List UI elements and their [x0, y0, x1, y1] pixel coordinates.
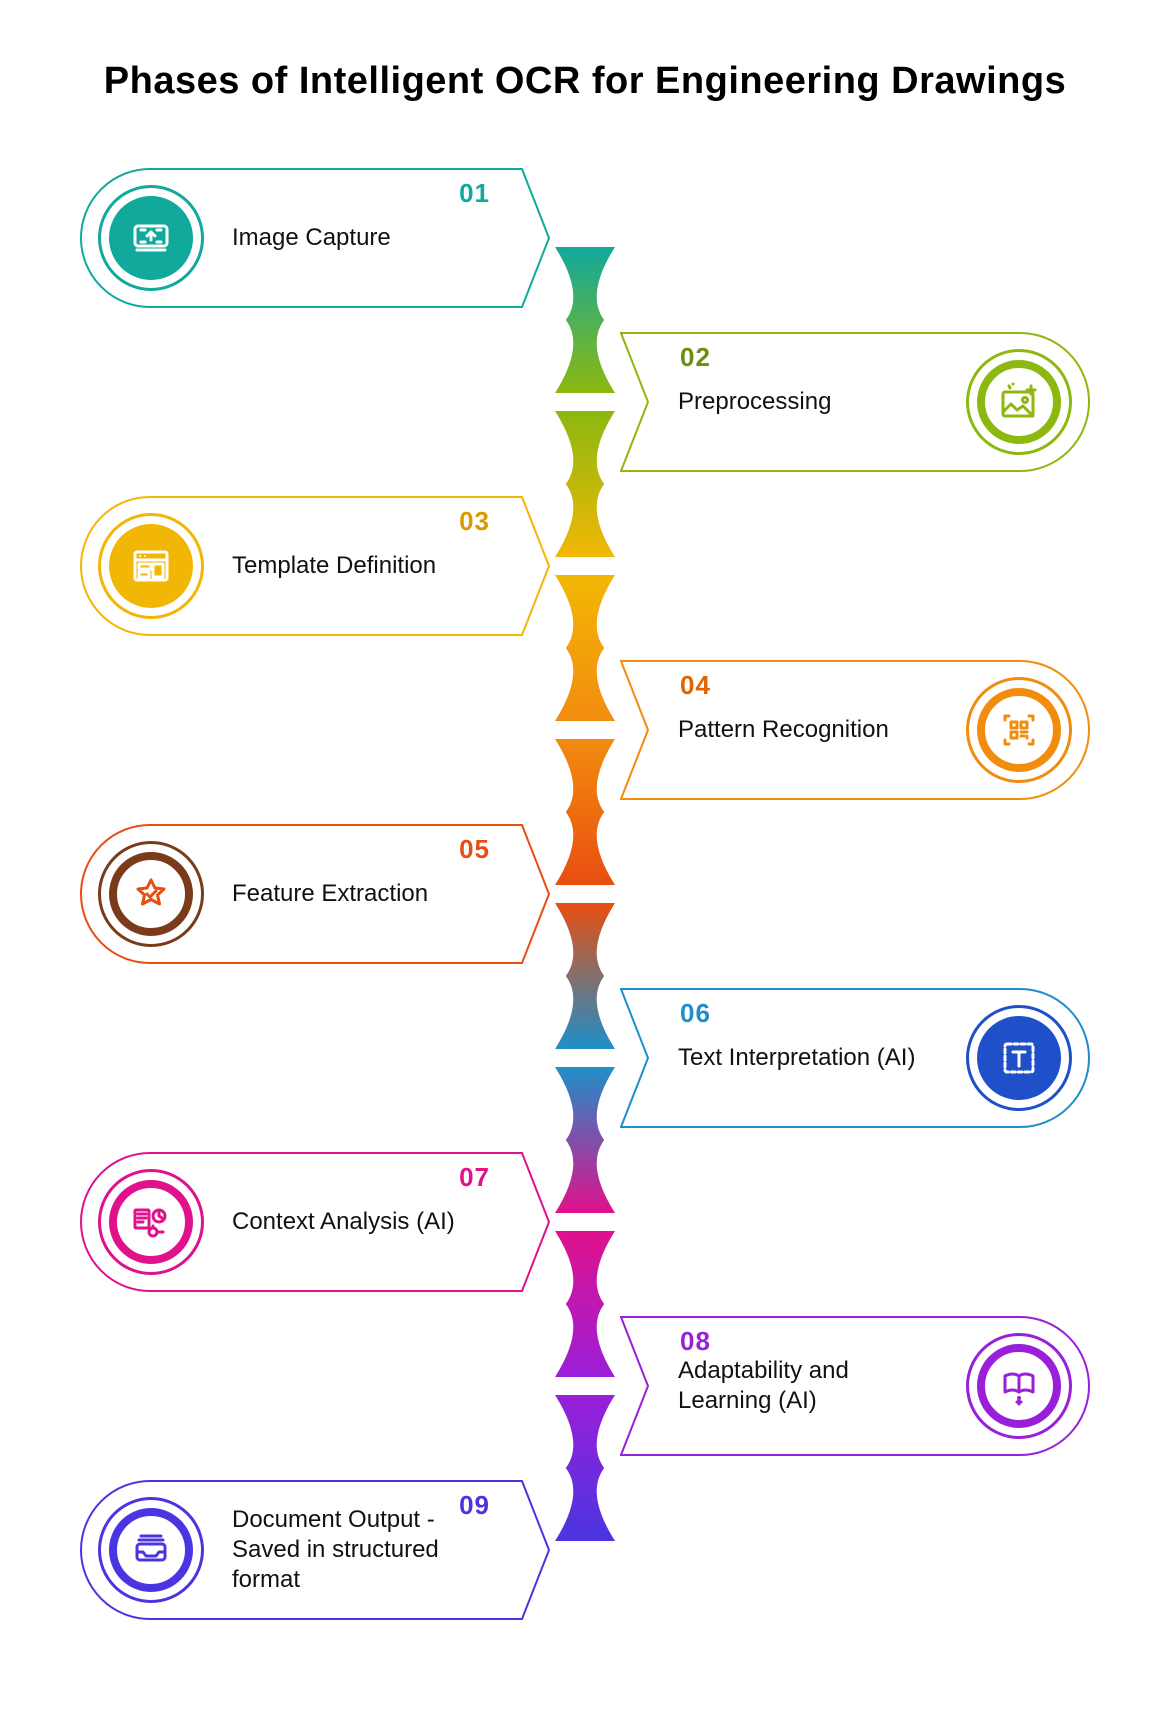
phase-number: 08: [680, 1326, 711, 1357]
phase-number: 03: [459, 506, 490, 537]
phase-label: Feature Extraction: [232, 879, 428, 909]
phase-label: Pattern Recognition: [678, 715, 938, 745]
phase-label: Adaptability and Learning (AI): [678, 1356, 938, 1416]
step-row: Image Capture 01: [80, 163, 1090, 313]
scanner-icon: [98, 185, 204, 291]
phase-label: Image Capture: [232, 223, 391, 253]
phase-number: 04: [680, 670, 711, 701]
image-plus-icon: [966, 349, 1072, 455]
phase-pill: Template Definition 03: [80, 496, 550, 636]
template-icon: [98, 513, 204, 619]
phase-pill: Adaptability and Learning (AI)08: [620, 1316, 1090, 1456]
phase-number: 05: [459, 834, 490, 865]
step-row: Feature Extraction 05: [80, 819, 1090, 969]
phase-pill: Pattern Recognition 04: [620, 660, 1090, 800]
phase-pill: Preprocessing 02: [620, 332, 1090, 472]
book-hand-icon: [966, 1333, 1072, 1439]
phase-label: Preprocessing: [678, 387, 938, 417]
steps-list: Image Capture 01 Preprocessing 02: [80, 163, 1090, 1625]
phase-label: Document Output - Saved in structured fo…: [232, 1505, 492, 1595]
step-row: Preprocessing 02: [80, 327, 1090, 477]
phase-pill: Image Capture 01: [80, 168, 550, 308]
step-row: Template Definition 03: [80, 491, 1090, 641]
qr-target-icon: [966, 677, 1072, 783]
phase-pill: Feature Extraction 05: [80, 824, 550, 964]
phase-number: 09: [459, 1490, 490, 1521]
step-row: Pattern Recognition 04: [80, 655, 1090, 805]
infographic-container: Phases of Intelligent OCR for Engineerin…: [0, 0, 1170, 1719]
phase-number: 01: [459, 178, 490, 209]
step-row: Text Interpretation (AI) 06: [80, 983, 1090, 1133]
analysis-icon: [98, 1169, 204, 1275]
phase-number: 02: [680, 342, 711, 373]
phase-pill: Document Output - Saved in structured fo…: [80, 1480, 550, 1620]
step-row: Document Output - Saved in structured fo…: [80, 1475, 1090, 1625]
phase-pill: Text Interpretation (AI) 06: [620, 988, 1090, 1128]
output-tray-icon: [98, 1497, 204, 1603]
star-check-icon: [98, 841, 204, 947]
page-title: Phases of Intelligent OCR for Engineerin…: [80, 60, 1090, 103]
phase-label: Context Analysis (AI): [232, 1207, 455, 1237]
phase-number: 07: [459, 1162, 490, 1193]
phase-number: 06: [680, 998, 711, 1029]
text-box-icon: [966, 1005, 1072, 1111]
phase-label: Template Definition: [232, 551, 436, 581]
phase-pill: Context Analysis (AI)07: [80, 1152, 550, 1292]
phase-label: Text Interpretation (AI): [678, 1043, 938, 1073]
step-row: Context Analysis (AI)07: [80, 1147, 1090, 1297]
step-row: Adaptability and Learning (AI)08: [80, 1311, 1090, 1461]
